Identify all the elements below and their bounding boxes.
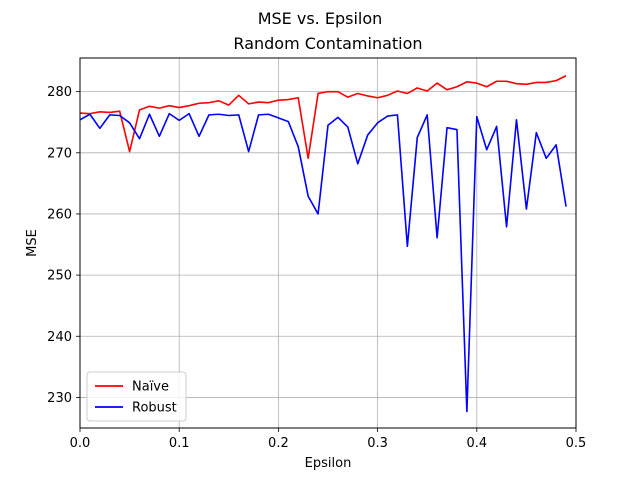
- y-tick-label: 270: [47, 146, 72, 161]
- x-tick-label: 0.3: [367, 436, 388, 451]
- legend: Naïve Robust: [86, 371, 187, 422]
- series-line-naive: [79, 75, 567, 160]
- y-tick-label: 260: [47, 207, 72, 222]
- legend-label-robust: Robust: [132, 401, 177, 416]
- series-layer: [79, 75, 567, 413]
- y-tick-label: 240: [47, 330, 72, 345]
- chart-subtitle: Random Contamination: [233, 34, 422, 53]
- chart-title: MSE vs. Epsilon: [258, 9, 383, 28]
- y-tick-label: 250: [47, 269, 72, 284]
- gridlines: [79, 58, 577, 428]
- x-axis: 0.0 0.1 0.2 0.3 0.4 0.5: [70, 428, 587, 451]
- y-tick-label: 230: [47, 391, 72, 406]
- plot-frame: [79, 57, 577, 429]
- y-tick-label: 280: [47, 85, 72, 100]
- y-axis-label: MSE: [25, 229, 40, 257]
- x-tick-label: 0.5: [566, 436, 587, 451]
- x-tick-label: 0.2: [268, 436, 289, 451]
- y-axis: 230 240 250 260 270 280: [47, 85, 80, 406]
- x-tick-label: 0.1: [169, 436, 190, 451]
- legend-box: [86, 371, 187, 422]
- x-tick-label: 0.0: [70, 436, 91, 451]
- legend-label-naive: Naïve: [132, 380, 169, 395]
- series-line-robust: [79, 112, 567, 413]
- x-tick-label: 0.4: [466, 436, 487, 451]
- x-axis-label: Epsilon: [305, 456, 352, 471]
